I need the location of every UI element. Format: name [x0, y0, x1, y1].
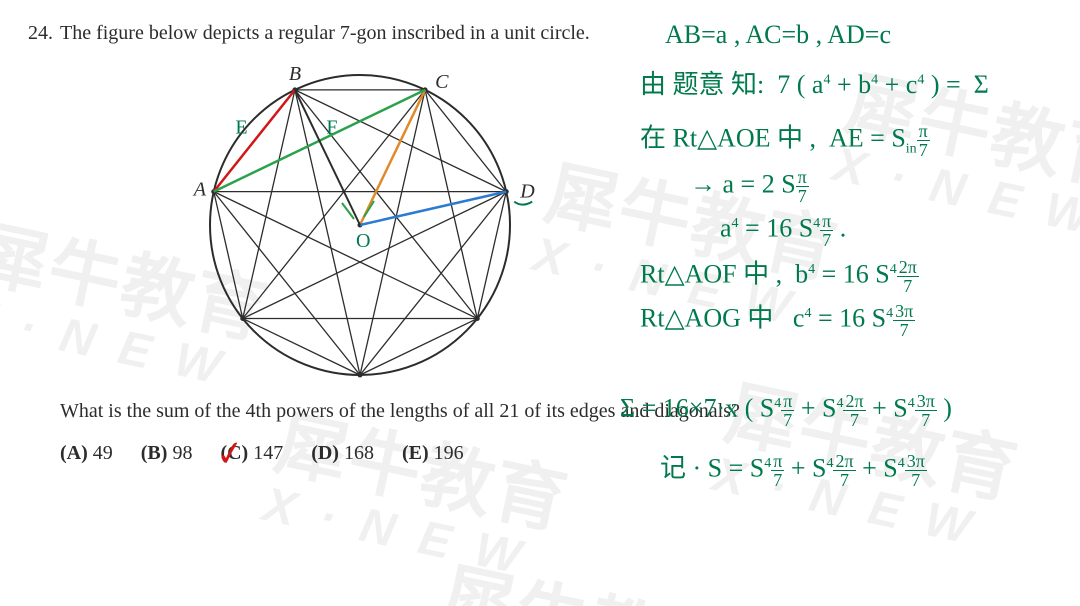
svg-text:A: A [192, 179, 207, 201]
handwritten-line: Σ = 16×7·x ( S4π7 + S42π7 + S43π7 ) [620, 392, 952, 429]
svg-text:B: B [289, 63, 301, 85]
choice-b[interactable]: (B) 98 [141, 442, 193, 465]
question-stem: The figure below depicts a regular 7-gon… [60, 22, 590, 45]
svg-text:E: E [235, 117, 247, 139]
choice-e[interactable]: (E) 196 [402, 442, 464, 465]
svg-text:C: C [435, 71, 449, 93]
handwritten-line: Rt△AOG 中 c4 = 16 S43π7 [640, 302, 915, 339]
page: 犀牛教育X · N E W犀牛教育X · N E W犀牛教育X · N E W犀… [0, 0, 1080, 606]
handwritten-line: → a = 2 Sπ7 [690, 168, 809, 205]
choice-c[interactable]: ✓ (C) 147 [220, 442, 283, 465]
handwritten-line: a4 = 16 S4π7 . [720, 212, 846, 249]
svg-text:F: F [326, 117, 337, 139]
choice-a[interactable]: (A) 49 [60, 442, 113, 465]
question-number: 24. [28, 22, 53, 45]
svg-text:D: D [519, 181, 535, 203]
handwritten-line: AB=a , AC=b , AD=c [665, 22, 891, 48]
handwritten-line: 由 题意 知: 7 ( a4 + b4 + c4 ) = Σ [640, 72, 989, 98]
watermark: 犀牛教育X · N E W [391, 536, 710, 606]
handwritten-line: Rt△AOF 中 , b4 = 16 S42π7 [640, 258, 919, 295]
choice-d[interactable]: (D) 168 [311, 442, 374, 465]
svg-text:O: O [356, 230, 370, 252]
answer-choices: (A) 49 (B) 98 ✓ (C) 147 (D) 168 (E) 196 [60, 442, 464, 465]
handwritten-line: 记 · S = S4π7 + S42π7 + S43π7 [660, 452, 927, 489]
handwritten-line: 在 Rt△AOE 中 , AE = Sinπ7 [640, 122, 930, 159]
heptagon-figure: A B C D E F O [180, 55, 540, 395]
